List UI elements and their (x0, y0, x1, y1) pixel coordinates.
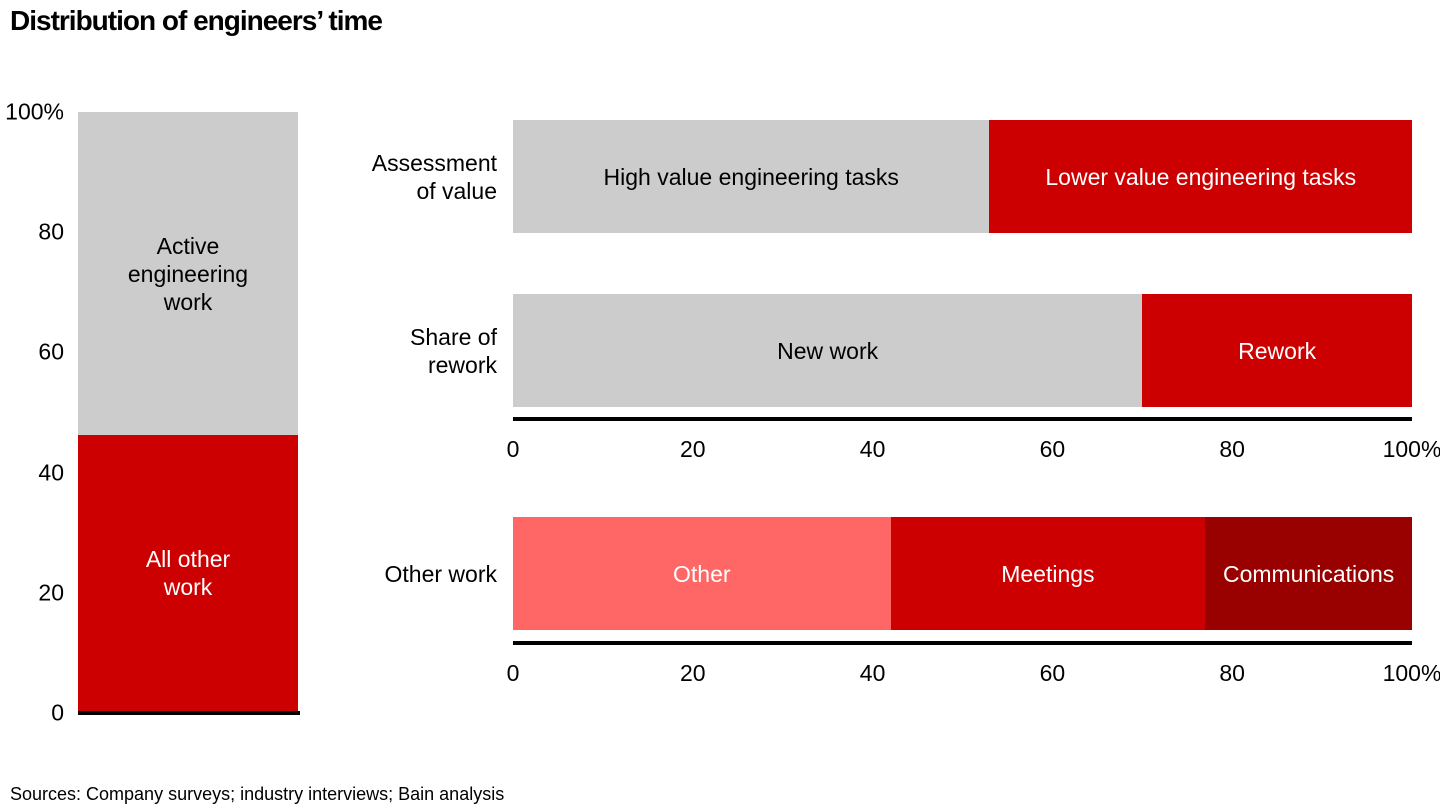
y-axis-baseline (78, 711, 300, 715)
y-axis-tick-label: 40 (38, 459, 64, 486)
segment-label: Lower value engineering tasks (1045, 163, 1357, 190)
x-axis-other-work: 0 20 40 60 80 100% (507, 641, 1440, 691)
segment-label: Meetings (1001, 560, 1095, 587)
y-axis-tick-label: 20 (38, 579, 64, 606)
x-axis-tick-label: 0 (506, 436, 520, 462)
y-axis: 0 20 40 60 80 100% (0, 100, 64, 724)
segment-communications: Communications (1205, 517, 1412, 630)
bar-share-of-rework: New work Rework (513, 294, 1412, 407)
segment-high-value-engineering-tasks: High value engineering tasks (513, 120, 990, 233)
x-axis-tick-label: 60 (1039, 660, 1066, 686)
x-axis-tick-label: 100% (1382, 660, 1440, 686)
x-axis-tick-label: 0 (506, 660, 520, 686)
y-axis-tick-label: 80 (38, 218, 64, 245)
segment-label: Communications (1222, 560, 1395, 587)
y-axis-tick-label: 60 (38, 338, 64, 365)
segment-other: Other (513, 517, 891, 630)
source-note: Sources: Company surveys; industry inter… (10, 784, 505, 804)
segment-meetings: Meetings (890, 517, 1206, 630)
x-axis-tick-label: 80 (1219, 660, 1245, 686)
bar-other-work: Other Meetings Communications (513, 517, 1412, 630)
bar-assessment-of-value: High value engineering tasks Lower value … (513, 120, 1412, 233)
x-axis-line (513, 641, 1412, 645)
row-label-assessment-of-value: Assessment of value (371, 149, 497, 204)
x-axis-tick-label: 40 (859, 660, 886, 686)
segment-label: Active engineering work (127, 232, 249, 315)
x-axis-line (513, 417, 1412, 421)
x-axis-active-work: 0 20 40 60 80 100% (507, 417, 1440, 467)
segment-lower-value-engineering-tasks: Lower value engineering tasks (989, 120, 1412, 233)
segment-new-work: New work (513, 294, 1143, 407)
segment-all-other-work: All other work (78, 435, 298, 711)
y-axis-tick-label: 0 (51, 699, 64, 726)
segment-active-engineering-work: Active engineering work (78, 112, 298, 436)
segment-label: New work (777, 337, 879, 364)
segment-label: All other work (145, 546, 231, 601)
x-axis-tick-label: 60 (1039, 436, 1066, 462)
x-axis-tick-label: 40 (859, 436, 886, 462)
x-axis-tick-label: 100% (1382, 436, 1440, 462)
row-label-share-of-rework: Share of rework (410, 323, 497, 378)
chart-title: Distribution of engineers’ time (10, 5, 383, 36)
segment-label: Rework (1238, 337, 1317, 364)
x-axis-tick-label: 20 (680, 436, 706, 462)
row-label-other-work: Other work (384, 560, 497, 587)
x-axis-tick-label: 20 (680, 660, 706, 686)
engineers-time-stacked-column: Active engineering work All other work (78, 112, 298, 711)
x-axis-tick-label: 80 (1219, 436, 1245, 462)
segment-label: High value engineering tasks (603, 163, 899, 190)
segment-rework: Rework (1142, 294, 1412, 407)
y-axis-tick-label: 100% (5, 98, 64, 125)
segment-label: Other (673, 560, 731, 587)
